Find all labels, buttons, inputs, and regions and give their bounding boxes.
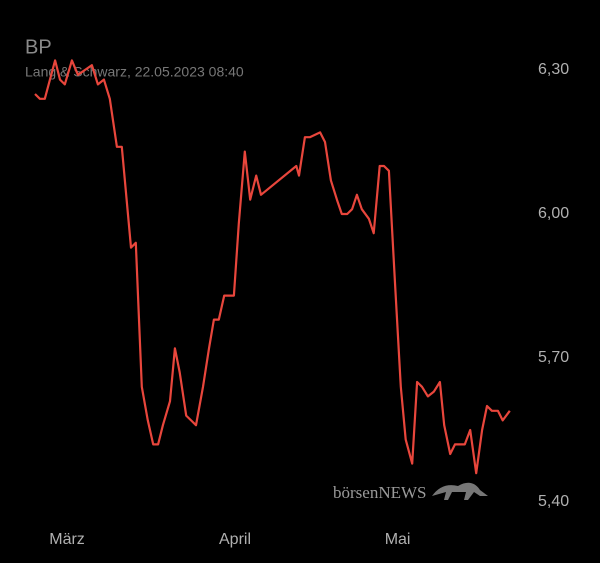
chart-subtitle: Lang & Schwarz, 22.05.2023 08:40 xyxy=(25,64,244,80)
x-tick-label: Mai xyxy=(385,531,411,548)
watermark-bull xyxy=(432,482,488,500)
watermark: börsenNEWS xyxy=(333,483,426,502)
x-tick-label: März xyxy=(49,531,85,548)
y-tick-label: 5,70 xyxy=(538,349,569,366)
price-line xyxy=(34,59,511,475)
x-tick-label: April xyxy=(219,531,251,548)
y-tick-label: 5,40 xyxy=(538,493,569,510)
y-tick-label: 6,00 xyxy=(538,205,569,222)
y-tick-label: 6,30 xyxy=(538,61,569,78)
chart-title: BP xyxy=(25,36,52,58)
